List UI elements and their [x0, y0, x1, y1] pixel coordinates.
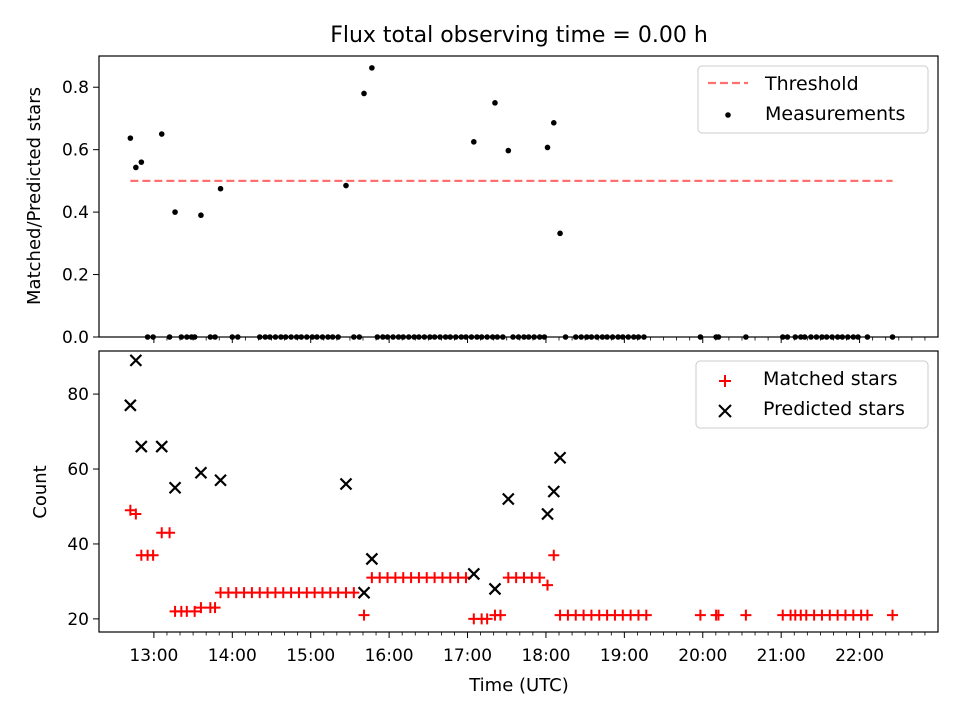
matched-stars-point: [348, 587, 360, 599]
predicted-stars-point: [467, 567, 481, 581]
bottom-legend-box: [695, 360, 929, 429]
x-tick-label: 17:00: [443, 646, 492, 666]
bottom-y-axis: 20 40 60 80: [67, 385, 99, 630]
measurements-point: [138, 159, 145, 165]
top-legend-box: [697, 65, 929, 134]
top-y-tick-label: 0.2: [62, 266, 89, 286]
matched-stars-point: [147, 549, 159, 561]
measurements-point: [505, 147, 512, 154]
top-legend: Threshold Measurements: [697, 65, 929, 134]
x-axis-label: Time (UTC): [468, 675, 569, 696]
predicted-legend-label: Predicted stars: [763, 398, 905, 420]
predicted-stars-point: [168, 481, 182, 495]
matched-legend-label: Matched stars: [763, 368, 897, 390]
predicted-stars-point: [357, 586, 371, 599]
predicted-stars-point: [488, 582, 502, 596]
x-tick-label: 19:00: [600, 646, 649, 666]
predicted-stars-point: [155, 440, 169, 453]
predicted-stars-point: [129, 354, 143, 367]
measurements-point: [361, 90, 367, 97]
predicted-stars-point: [502, 492, 515, 506]
bottom-y-tick-label: 80: [67, 385, 89, 405]
chart-title: Flux total observing time = 0.00 h: [330, 23, 708, 48]
bottom-y-axis-label: Count: [30, 465, 51, 518]
measurements-point: [471, 139, 477, 145]
bottom-plot-frame: [98, 350, 939, 633]
top-y-axis: 0.0 0.2 0.4 0.6 0.8: [62, 78, 99, 348]
x-tick-label: 20:00: [678, 646, 727, 666]
measurements-point: [343, 182, 349, 189]
matched-stars-point: [481, 613, 493, 625]
bottom-y-tick-label: 40: [67, 535, 89, 555]
matched-stars-point: [542, 579, 554, 591]
matched-legend-swatch: [719, 375, 731, 387]
top-y-tick-label: 0.8: [62, 78, 89, 98]
measurements-point: [557, 230, 563, 237]
top-y-axis-label: Matched/Predicted stars: [24, 87, 45, 305]
bottom-x-axis: 13:00 14:00 15:00 16:00 17:00 18:00 19:00 20:00…: [129, 632, 926, 666]
measurements-point: [133, 164, 139, 171]
predicted-stars-point: [553, 451, 567, 465]
measurements-point: [550, 120, 557, 126]
x-tick-label: 15:00: [286, 646, 335, 666]
bottom-y-tick-label: 60: [67, 460, 89, 480]
measurements-legend-label: Measurements: [765, 103, 905, 125]
matched-stars-point: [694, 609, 706, 621]
top-y-tick-label: 0.4: [62, 203, 89, 223]
x-tick-label: 13:00: [129, 646, 178, 666]
top-y-tick-label: 0.0: [62, 328, 89, 348]
measurements-point: [158, 131, 165, 137]
predicted-stars-point: [214, 473, 227, 487]
top-x-axis: [153, 337, 926, 343]
bottom-plot-area: [124, 354, 899, 625]
matched-stars-point: [740, 609, 752, 621]
predicted-stars-point: [547, 485, 561, 498]
top-plot-frame: [98, 55, 939, 338]
measurements-point: [127, 135, 134, 141]
predicted-legend-swatch: [718, 404, 732, 418]
top-y-tick-label: 0.6: [62, 141, 89, 161]
measurements-point: [217, 185, 224, 192]
matched-stars-point: [712, 609, 724, 621]
predicted-stars-point: [339, 477, 353, 491]
measurements-point: [369, 65, 375, 71]
matched-stars-point: [494, 609, 506, 621]
x-tick-label: 18:00: [521, 646, 570, 666]
matched-stars-point: [195, 602, 207, 614]
matched-stars-point: [209, 602, 221, 614]
bottom-y-tick-label: 20: [67, 610, 89, 630]
matched-stars-point: [130, 508, 142, 520]
matched-stars-point: [358, 609, 370, 621]
predicted-stars-point: [135, 440, 148, 453]
matched-stars-point: [640, 609, 652, 621]
measurements-legend-swatch: [725, 112, 731, 118]
matched-stars-point: [887, 609, 899, 621]
predicted-stars-point: [194, 466, 208, 480]
x-tick-label: 22:00: [835, 646, 884, 666]
x-tick-label: 14:00: [208, 646, 257, 666]
measurements-point: [198, 212, 204, 219]
matched-stars-point: [861, 609, 873, 621]
matched-stars-point: [548, 549, 560, 561]
predicted-stars-point: [541, 507, 554, 521]
top-panel: 0.00.20.40.60.8 Matched/Predicted stars …: [24, 55, 939, 348]
measurements-point: [172, 209, 178, 215]
bottom-legend: Matched stars Predicted stars: [695, 360, 929, 429]
measurements-point: [544, 144, 551, 151]
matched-stars-point: [164, 527, 176, 539]
matched-stars-point: [534, 572, 546, 584]
measurements-point: [492, 100, 498, 106]
threshold-legend-label: Threshold: [764, 73, 859, 95]
x-tick-label: 16:00: [365, 646, 414, 666]
predicted-stars-point: [124, 399, 137, 412]
predicted-stars-point: [365, 552, 379, 566]
x-tick-label: 21:00: [757, 646, 806, 666]
matched-stars-point: [189, 605, 201, 617]
